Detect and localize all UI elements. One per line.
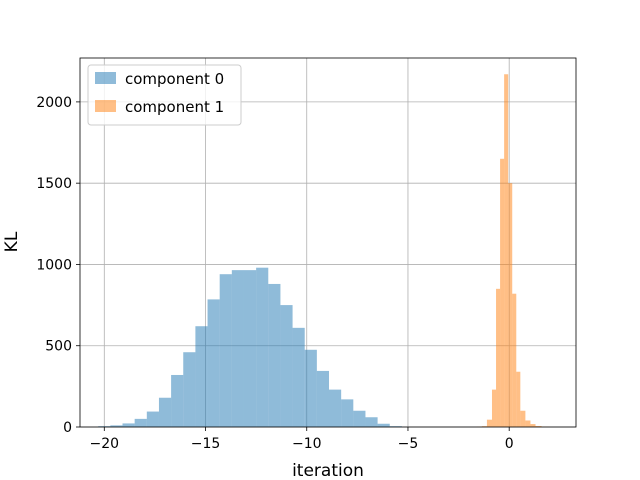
- histogram-bar-component-0: [171, 374, 184, 427]
- histogram-bar-component-1: [486, 419, 492, 427]
- legend-label-component-1: component 1: [125, 98, 224, 116]
- histogram-bar-component-1: [491, 389, 497, 427]
- histogram-bar-component-0: [256, 267, 269, 427]
- histogram-bar-component-0: [231, 270, 244, 427]
- histogram-bar-component-0: [389, 426, 402, 427]
- y-tick-label: 2000: [36, 95, 72, 111]
- histogram-bar-component-0: [353, 410, 366, 427]
- legend-frame: [87, 64, 242, 126]
- histogram-bar-component-0: [377, 423, 390, 427]
- x-tick-label: −15: [191, 436, 221, 452]
- histogram-bar-component-1: [496, 288, 501, 427]
- histogram-bar-component-0: [122, 423, 135, 427]
- x-tick-label: −5: [398, 436, 419, 452]
- x-tick-label: −10: [292, 436, 322, 452]
- x-axis-label: iteration: [292, 461, 364, 480]
- histogram-bar-component-0: [146, 411, 159, 427]
- histogram-bar-component-1: [481, 426, 487, 427]
- y-axis-label: KL: [2, 231, 22, 252]
- histogram-bar-component-0: [341, 399, 354, 427]
- histogram-bar-component-0: [195, 326, 208, 427]
- histogram-bar-component-1: [535, 426, 542, 427]
- histogram-bar-component-0: [134, 418, 147, 427]
- x-tick-label: −20: [90, 436, 120, 452]
- histogram-bar-component-0: [158, 397, 172, 427]
- histogram-bar-component-0: [316, 370, 330, 427]
- histogram-bar-component-0: [268, 283, 281, 427]
- legend-label-component-0: component 0: [125, 70, 224, 88]
- legend: component 0 component 1: [87, 64, 242, 126]
- histogram-bar-component-0: [280, 305, 293, 427]
- histogram-bar-component-1: [508, 183, 513, 427]
- plot-frame: [79, 57, 577, 428]
- histogram-bar-component-0: [304, 349, 317, 427]
- legend-swatch-component-1: [95, 100, 116, 112]
- histogram-bar-component-1: [530, 424, 536, 427]
- histogram-bars: [98, 74, 550, 428]
- histogram-bar-component-0: [207, 299, 220, 427]
- histogram-bar-component-0: [219, 274, 232, 427]
- histogram-bar-component-0: [98, 426, 111, 427]
- histogram-bar-component-1: [525, 420, 531, 427]
- x-tick-label: 0: [505, 436, 514, 452]
- histogram-bar-component-0: [292, 327, 305, 427]
- histogram-bar-component-1: [504, 74, 509, 428]
- histogram-bar-component-1: [500, 158, 505, 428]
- y-tick-label: 1500: [36, 176, 72, 192]
- histogram-bar-component-0: [329, 389, 342, 427]
- histogram-bar-component-1: [512, 293, 517, 427]
- y-tick-label: 0: [63, 420, 72, 436]
- histogram-bar-component-0: [110, 425, 123, 427]
- histogram-bar-component-1: [520, 410, 526, 427]
- y-tick-label: 500: [45, 339, 72, 355]
- y-tick-label: 1000: [36, 257, 72, 273]
- histogram-bar-component-0: [183, 352, 196, 427]
- histogram-bar-component-0: [365, 417, 378, 427]
- axis-ticks: −20 −15 −10 −5 0 0 500 1000 1500 2000: [36, 95, 513, 452]
- histogram-bar-component-1: [516, 371, 521, 427]
- histogram-bar-component-0: [243, 270, 257, 427]
- legend-swatch-component-0: [95, 72, 116, 84]
